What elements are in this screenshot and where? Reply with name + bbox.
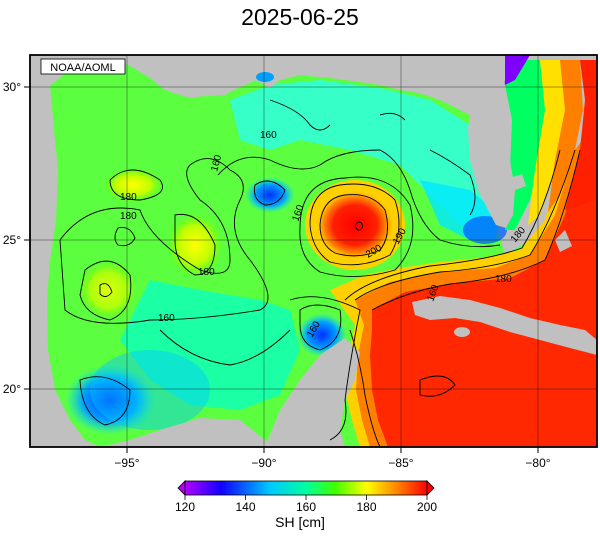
- campeche-low-halo: [90, 350, 210, 430]
- tick-marks: [24, 86, 539, 453]
- atlantic-yellow: [528, 60, 565, 225]
- lon-tick-label: −90°: [251, 456, 276, 470]
- colorbar-title: SH [cm]: [275, 514, 325, 530]
- colorbar-tick-label: 200: [416, 500, 438, 514]
- map-frame: [29, 54, 598, 448]
- lat-tick-label: 25°: [3, 233, 21, 247]
- warm-eddy-core: [315, 189, 395, 261]
- atlantic-red: [565, 60, 597, 210]
- lon-tick-label: −95°: [114, 456, 139, 470]
- lat-tick-label: 30°: [3, 80, 21, 94]
- bahamas-land-2: [555, 230, 572, 252]
- map-title: 2025-06-25: [241, 4, 359, 30]
- atlantic-purple-corner: [500, 55, 530, 85]
- colorbar: [177, 480, 435, 500]
- contour-label: 160: [158, 313, 175, 324]
- west-high-north: [103, 168, 163, 202]
- loop-current-core: [370, 110, 597, 447]
- isle-of-youth-land: [454, 327, 470, 337]
- colorbar-tick-label: 120: [174, 500, 196, 514]
- cuba-land: [412, 296, 597, 355]
- colorbar-tick-label: 160: [295, 500, 317, 514]
- contour-label-group: 160 180 160 180 180 160 160 200 190 180 …: [120, 130, 528, 340]
- colorbar-gradient: [184, 480, 428, 496]
- contour-label: 180: [495, 274, 512, 285]
- west-high-central: [167, 213, 223, 277]
- colorbar-tick-label: 140: [235, 500, 256, 514]
- north-central-low: [245, 177, 295, 213]
- campeche-low: [65, 365, 155, 435]
- contour-label: 160: [260, 130, 277, 141]
- credit-box: [40, 58, 126, 75]
- florida-land: [468, 55, 515, 228]
- southern-mexico-land: [100, 418, 275, 447]
- graticule: [30, 55, 597, 447]
- central-gulf-water: [120, 280, 300, 410]
- contour-label: 180: [120, 192, 137, 203]
- contour-label: 180: [198, 267, 215, 278]
- lake-okeechobee: [484, 65, 496, 75]
- mexico-land: [30, 85, 90, 447]
- lon-tick-label: −85°: [388, 456, 413, 470]
- lat-tick-label: 20°: [3, 382, 21, 396]
- colorbar-high-arrow: [426, 480, 435, 496]
- colorbar-low-arrow: [177, 480, 186, 496]
- atlantic-orange: [548, 60, 583, 212]
- lon-tick-label: −80°: [525, 456, 550, 470]
- bahamas-land: [510, 174, 526, 190]
- contour-label: 160: [209, 153, 224, 172]
- credit-text: NOAA/AOML: [50, 62, 115, 74]
- contour-label: 180: [120, 211, 137, 222]
- yucatan-land: [265, 338, 360, 447]
- colorbar-tick-label: 180: [356, 500, 377, 514]
- west-high-south: [78, 260, 138, 320]
- eddy-center-marker: [355, 221, 363, 231]
- lake-pontchartrain: [256, 72, 274, 82]
